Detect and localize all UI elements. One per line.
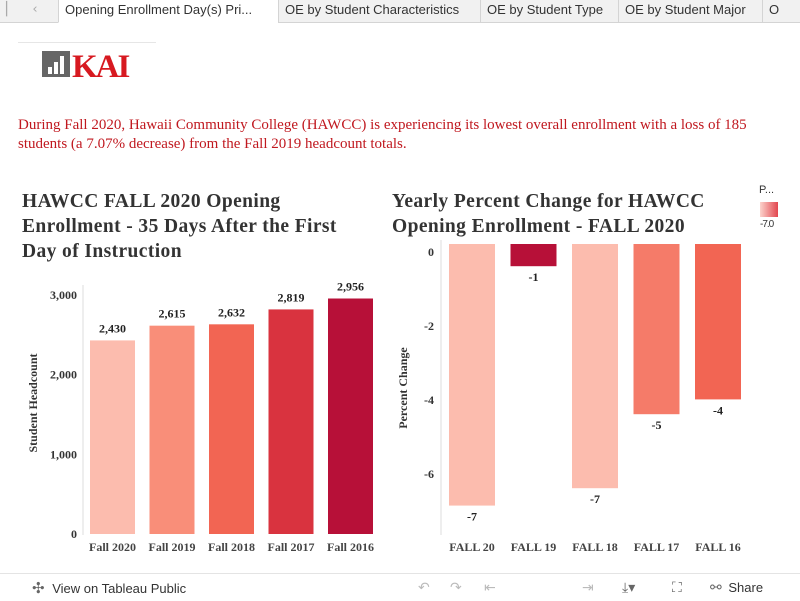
- tab-label: O: [769, 2, 780, 17]
- bar[interactable]: [633, 244, 680, 415]
- share-label: Share: [728, 580, 764, 595]
- percent-change-chart-title: Yearly Percent Change for HAWCC Opening …: [392, 191, 705, 237]
- bar[interactable]: [90, 340, 135, 534]
- bar[interactable]: [572, 244, 618, 489]
- x-tick-label: FALL 16: [695, 540, 740, 554]
- x-tick-label: FALL 17: [634, 540, 679, 554]
- revert-icon[interactable]: ⇤: [484, 580, 496, 596]
- sheet-tab-bar: ▏ ‹ Opening Enrollment Day(s) Pri... OE …: [0, 0, 800, 23]
- bar-value-label: 2,615: [159, 307, 186, 321]
- fullscreen-icon[interactable]: ⛶: [672, 580, 682, 596]
- bar-value-label: -7: [467, 510, 477, 524]
- tab-label: OE by Student Type: [487, 2, 604, 17]
- undo-icon[interactable]: ↶: [418, 580, 430, 596]
- bar[interactable]: [695, 244, 741, 400]
- x-tick-label: FALL 20: [449, 540, 494, 554]
- tableau-logo-icon: ✣: [32, 579, 45, 597]
- bar-value-label: -4: [713, 403, 723, 417]
- bar[interactable]: [449, 244, 495, 506]
- bar-value-label: 2,632: [218, 305, 245, 319]
- tab-label: OE by Student Characteristics: [285, 2, 460, 17]
- logo-divider: [18, 42, 156, 43]
- logo-text: KAI: [72, 49, 130, 79]
- bar-value-label: -1: [529, 270, 539, 284]
- legend-title[interactable]: P...: [759, 184, 775, 196]
- tab-label: Opening Enrollment Day(s) Pri...: [65, 2, 253, 17]
- y-axis-label: Student Headcount: [26, 353, 40, 452]
- x-tick-label: Fall 2020: [89, 540, 136, 554]
- redo-icon[interactable]: ↷: [450, 580, 462, 596]
- x-tick-label: Fall 2016: [327, 540, 374, 554]
- kai-logo: KAI: [42, 47, 132, 85]
- tab-oe-by-student-type[interactable]: OE by Student Type: [480, 0, 618, 22]
- bar-value-label: 2,956: [337, 280, 364, 294]
- share-button[interactable]: ⚯ Share: [710, 578, 763, 598]
- view-on-tableau-public-link[interactable]: ✣ View on Tableau Public: [32, 578, 186, 598]
- x-tick-label: Fall 2018: [208, 540, 255, 554]
- tab-overflow[interactable]: O: [762, 0, 786, 22]
- y-tick-label: 0: [428, 245, 434, 259]
- tab-oe-by-student-major[interactable]: OE by Student Major: [618, 0, 762, 22]
- share-icon: ⚯: [710, 580, 722, 596]
- download-icon[interactable]: ⤓▾: [622, 580, 636, 596]
- bar-value-label: -5: [652, 418, 662, 432]
- forward-icon[interactable]: ⇥: [582, 580, 594, 596]
- chevron-left-icon[interactable]: ‹: [32, 2, 38, 17]
- y-tick-label: 0: [71, 527, 77, 541]
- bar[interactable]: [328, 298, 373, 534]
- y-tick-label: -4: [424, 393, 434, 407]
- bar[interactable]: [268, 309, 314, 534]
- x-tick-label: FALL 19: [511, 540, 556, 554]
- tab-oe-by-student-characteristics[interactable]: OE by Student Characteristics: [278, 0, 480, 22]
- legend-label: -7.0: [760, 219, 774, 230]
- y-tick-label: -2: [424, 319, 434, 333]
- tab-opening-enrollment[interactable]: Opening Enrollment Day(s) Pri...: [58, 0, 278, 23]
- bar-value-label: 2,819: [278, 290, 305, 304]
- enrollment-summary: During Fall 2020, Hawaii Community Colle…: [18, 117, 747, 152]
- bar[interactable]: [149, 325, 195, 534]
- y-tick-label: 3,000: [50, 288, 77, 302]
- bar[interactable]: [510, 244, 557, 267]
- tab-label: OE by Student Major: [625, 2, 746, 17]
- y-tick-label: 2,000: [50, 368, 77, 382]
- x-tick-label: FALL 18: [572, 540, 617, 554]
- bar-value-label: -7: [590, 492, 600, 506]
- bar[interactable]: [209, 324, 254, 534]
- headcount-chart-title: HAWCC FALL 2020 Opening Enrollment - 35 …: [22, 191, 337, 262]
- x-tick-label: Fall 2017: [268, 540, 315, 554]
- view-on-tableau-label: View on Tableau Public: [52, 581, 187, 596]
- y-tick-label: 1,000: [50, 447, 77, 461]
- y-axis-label: Percent Change: [396, 347, 410, 429]
- x-tick-label: Fall 2019: [149, 540, 196, 554]
- y-tick-label: -6: [424, 467, 434, 481]
- legend-color-swatch[interactable]: [760, 202, 778, 217]
- tableau-toolbar: ✣ View on Tableau Public ↶ ↷ ⇤ ⇥ ⤓▾ ⛶ ⚯ …: [0, 573, 800, 601]
- bar-value-label: 2,430: [99, 321, 126, 335]
- tab-scroll-left-edge[interactable]: ▏: [6, 2, 16, 17]
- bar-chart-logo-icon: KAI: [42, 49, 132, 85]
